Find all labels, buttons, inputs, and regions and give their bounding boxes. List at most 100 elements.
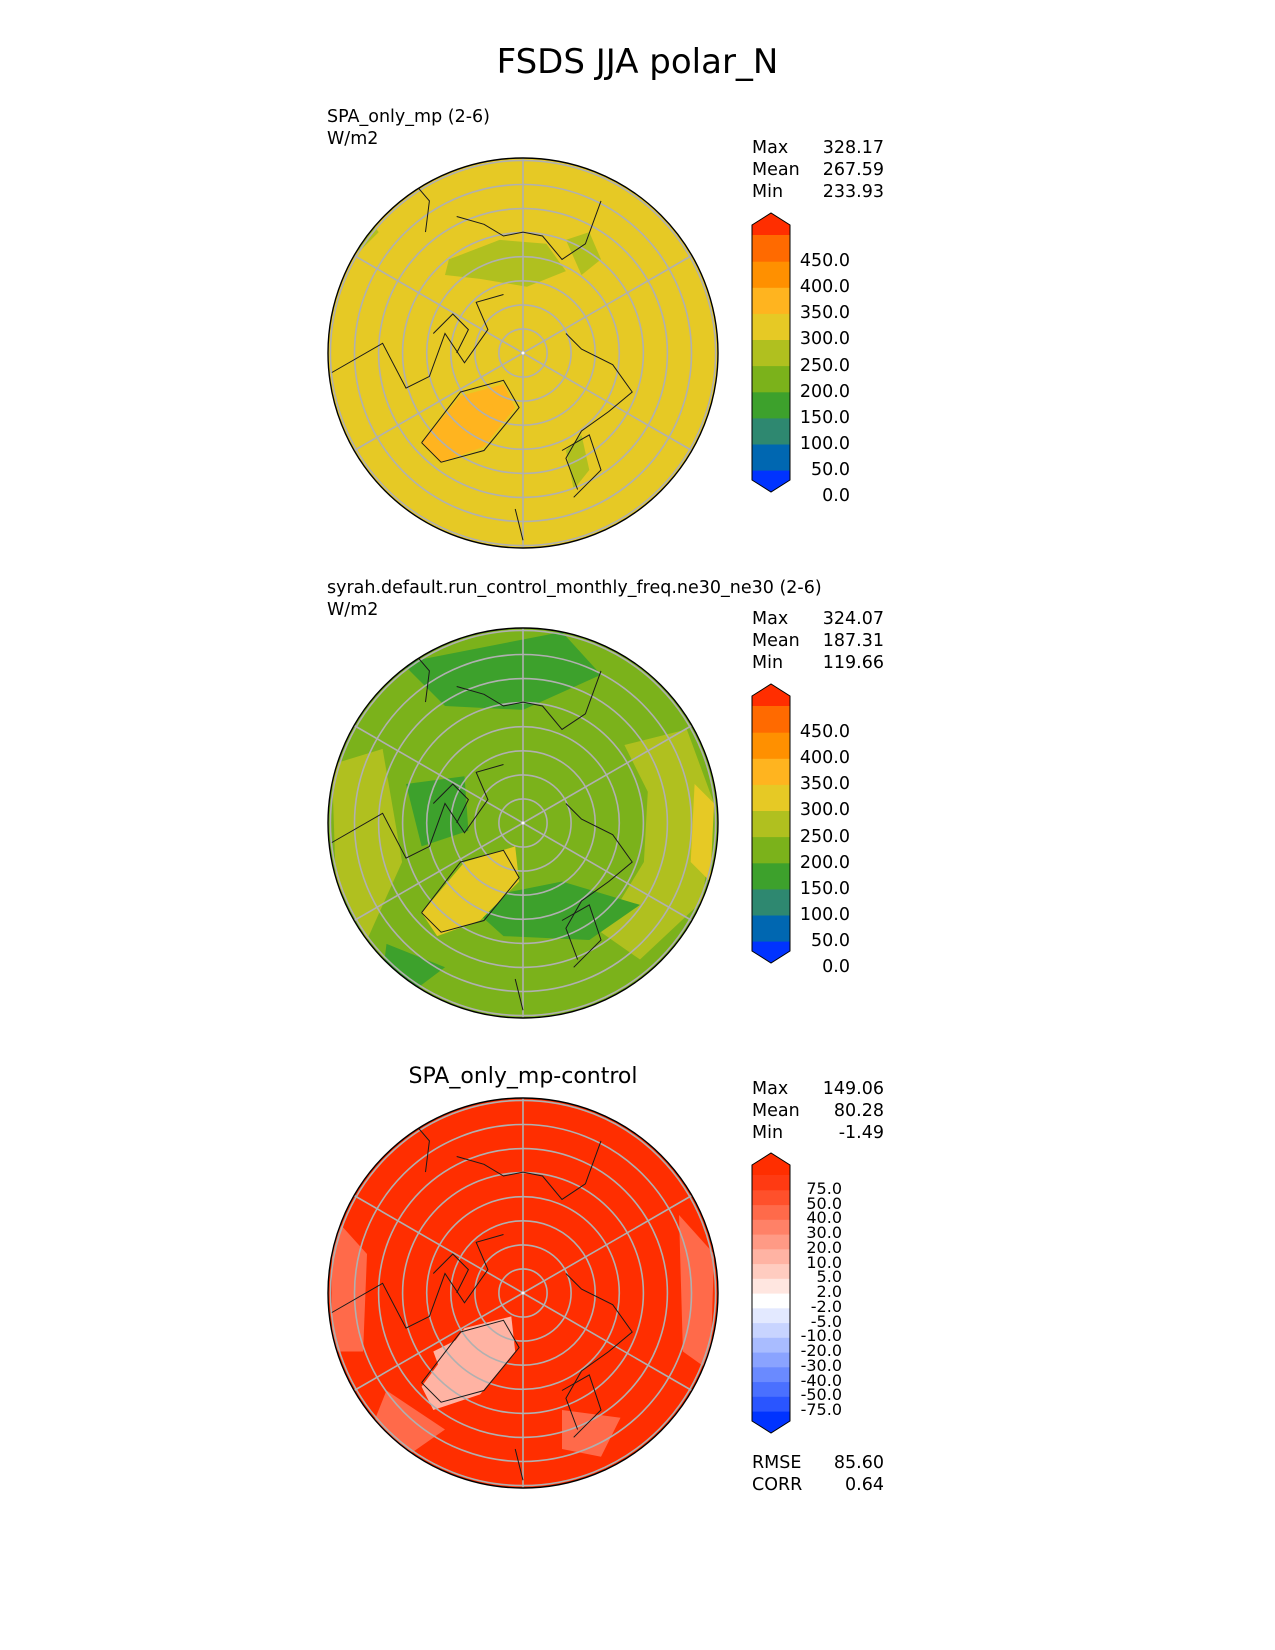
map-region [445, 239, 566, 287]
map-panel-3 [327, 1097, 719, 1489]
meridian-line [522, 1292, 693, 1392]
colorbar-tick-label: 100.0 [799, 433, 850, 454]
panel-2-title: syrah.default.run_control_monthly_freq.n… [327, 578, 822, 598]
stat-label: Min [752, 1123, 784, 1143]
colorbar-tick-label: 150.0 [799, 407, 850, 428]
stat-value: 80.28 [833, 1101, 884, 1121]
colorbar-tick-label: 300.0 [799, 329, 850, 350]
coastlines [331, 1113, 633, 1481]
stat-row: Mean 187.31 [752, 630, 884, 652]
stat-row: Min 119.66 [752, 652, 884, 674]
stat-label: RMSE [752, 1453, 802, 1473]
meridian-line [522, 822, 693, 922]
stat-value: 119.66 [822, 653, 884, 673]
colorbar-segment [752, 1366, 790, 1383]
panel-1-units: W/m2 [327, 129, 379, 149]
colorbar-segment [752, 1234, 790, 1250]
stat-row: RMSE 85.60 [752, 1452, 884, 1474]
map-frame [327, 627, 719, 1019]
colorbar-segment [752, 235, 790, 262]
colorbar-segment [752, 784, 790, 811]
colorbar-tick-label: 0.0 [822, 486, 850, 507]
map-region [421, 846, 520, 937]
coastline [331, 1234, 504, 1329]
coastline [565, 803, 633, 960]
colorbar-segment [752, 339, 790, 367]
colorbar-tick-label: 400.0 [799, 277, 850, 298]
stat-row: Max 149.06 [752, 1078, 884, 1100]
colorbar-tick-label: -40.0 [800, 1370, 842, 1390]
colorbar-segment [752, 391, 790, 419]
colorbar-segment [752, 1204, 790, 1220]
map-frame [327, 1097, 719, 1489]
stat-value: 324.07 [822, 609, 884, 629]
stat-value: 149.06 [822, 1079, 884, 1099]
colorbar-tick-label: 0.0 [822, 957, 850, 978]
colorbar-segment [752, 1322, 790, 1338]
colorbar-segment [752, 261, 790, 288]
map-region [331, 1215, 367, 1352]
colorbar-segment [752, 1293, 790, 1309]
map-region [690, 784, 715, 882]
stat-label: Max [752, 609, 789, 629]
stat-value: 267.59 [822, 160, 884, 180]
colorbar-outline [751, 1152, 791, 1434]
colorbar-extend-low [752, 941, 790, 963]
colorbar-tick-label: 30.0 [806, 1223, 842, 1242]
colorbar-outline [751, 683, 791, 964]
colorbar-tick-label: 200.0 [799, 852, 850, 873]
coastline [561, 434, 602, 498]
graticule [329, 628, 717, 1018]
colorbar-segment [752, 732, 790, 759]
coastline [561, 904, 602, 968]
stat-value: 0.64 [845, 1475, 884, 1495]
stat-label: Mean [752, 1101, 800, 1121]
coastline [421, 849, 520, 933]
colorbar-segment [752, 1381, 790, 1397]
map-region [402, 631, 601, 710]
meridian-line [353, 254, 524, 354]
stat-row: Min 233.93 [752, 181, 884, 203]
colorbar-tick-label: 350.0 [799, 774, 850, 795]
colorbar-tick-label: -10.0 [800, 1326, 842, 1346]
colorbar-tick-label: -50.0 [800, 1385, 842, 1405]
stat-value: 187.31 [822, 631, 884, 651]
colorbar-segment [752, 1278, 790, 1294]
stat-row: Mean 80.28 [752, 1100, 884, 1122]
colorbar-tick-label: -2.0 [810, 1296, 842, 1316]
colorbar-tick-label: 100.0 [799, 904, 850, 925]
stat-value: -1.49 [838, 1123, 884, 1143]
colorbar-extend-low [752, 470, 790, 492]
map-region [406, 776, 469, 847]
meridian-line [353, 1292, 524, 1392]
panel-1-stats: Max 328.17 Mean 267.59 Min 233.93 [752, 137, 884, 203]
stat-label: Max [752, 1079, 789, 1099]
meridian-line [353, 822, 524, 922]
colorbar-segment [752, 758, 790, 785]
pole-marker [521, 351, 525, 355]
colorbar-segment [752, 1189, 790, 1206]
colorbar-outline [751, 212, 791, 493]
panel-2-stats: Max 324.07 Mean 187.31 Min 119.66 [752, 608, 884, 674]
colorbar-segment [752, 1352, 790, 1368]
meridian-line [522, 254, 693, 354]
stat-label: Min [752, 653, 784, 673]
map-region [464, 403, 500, 439]
coastline [421, 1319, 520, 1403]
stat-value: 85.60 [833, 1453, 884, 1473]
stat-value: 233.93 [822, 182, 884, 202]
pole-marker [521, 1291, 525, 1295]
coastline [331, 764, 504, 859]
stat-label: Mean [752, 160, 800, 180]
colorbar-segment [752, 888, 790, 916]
colorbar-2 [751, 683, 791, 964]
colorbar-tick-label: -30.0 [800, 1355, 842, 1375]
colorbar-extend-high [752, 1153, 790, 1175]
colorbar-tick-label: -5.0 [810, 1311, 842, 1331]
colorbar-tick-label: -75.0 [800, 1400, 842, 1419]
map-region [562, 1410, 621, 1457]
meridian-line [353, 724, 524, 824]
panel-1-title: SPA_only_mp (2-6) [327, 107, 490, 127]
colorbar-tick-label: 400.0 [799, 748, 850, 769]
colorbar-tick-label: 40.0 [806, 1208, 842, 1228]
